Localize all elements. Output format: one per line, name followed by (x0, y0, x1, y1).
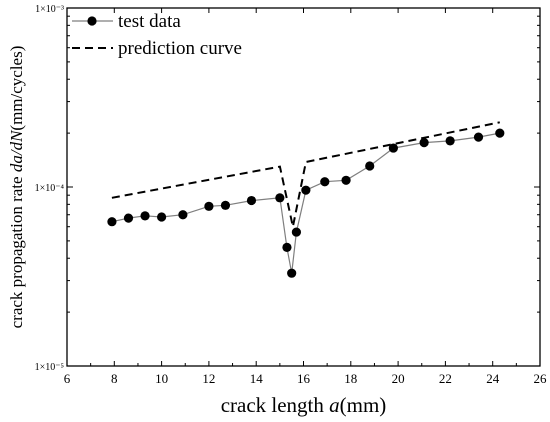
data-point (178, 210, 188, 220)
y-axis-title: crack propagation rate da/dN(mm/cycles) (7, 46, 26, 329)
data-point (287, 268, 297, 278)
x-tick-label: 24 (486, 371, 500, 386)
x-tick-label: 14 (250, 371, 264, 386)
axis-labels: crack length a(mm) crack propagation rate… (7, 46, 386, 417)
x-tick-label: 22 (439, 371, 452, 386)
data-point (291, 227, 302, 237)
legend-label-prediction-curve: prediction curve (118, 38, 242, 59)
data-point (419, 138, 429, 148)
legend: test data prediction curve (72, 11, 242, 59)
series-layer (107, 121, 505, 278)
data-point (473, 132, 484, 142)
axis-ticks: 6 8 10 12 14 16 18 20 22 24 26 1×10⁻⁵ 1×10⁻⁴ 1×10⁻³ (35, 4, 547, 386)
data-point (388, 143, 398, 153)
y-tick-label: 1×10⁻⁵ (35, 362, 64, 373)
legend-label-test-data: test data (118, 11, 181, 32)
data-point (220, 200, 231, 210)
data-point (341, 175, 351, 185)
data-point (123, 213, 134, 223)
x-tick-label: 8 (111, 371, 118, 386)
series-line-test-data (111, 132, 500, 274)
data-point (495, 128, 505, 138)
x-tick-label: 6 (64, 371, 71, 386)
data-point (365, 161, 375, 171)
y-tick-label: 1×10⁻⁴ (35, 183, 65, 194)
data-point (246, 195, 257, 206)
x-tick-label: 26 (534, 371, 548, 386)
series-line-prediction-curve (111, 121, 501, 227)
data-point (107, 217, 117, 227)
y-tick-label: 1×10⁻³ (35, 4, 64, 15)
data-point (445, 136, 455, 146)
data-point (275, 193, 285, 203)
x-tick-label: 10 (155, 371, 168, 386)
data-point (301, 185, 311, 195)
data-point (320, 177, 330, 187)
data-point (282, 242, 292, 252)
x-axis-title: crack length a(mm) (221, 393, 387, 417)
x-tick-label: 18 (344, 371, 357, 386)
x-tick-label: 20 (392, 371, 405, 386)
data-point (157, 212, 167, 222)
data-point (204, 201, 214, 211)
x-tick-label: 16 (297, 371, 311, 386)
legend-swatch-test-data-marker (87, 16, 97, 26)
data-point (140, 211, 150, 221)
x-tick-label: 12 (202, 371, 215, 386)
